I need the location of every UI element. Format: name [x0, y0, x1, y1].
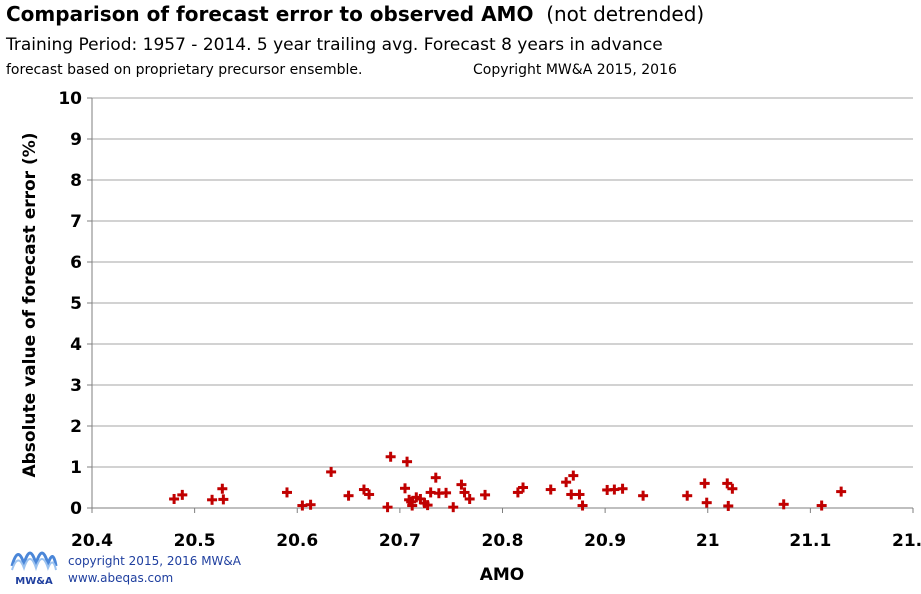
- data-point: [419, 498, 430, 509]
- data-point: [701, 497, 712, 508]
- data-points: [169, 451, 847, 513]
- data-point: [617, 483, 628, 494]
- data-point: [545, 484, 556, 495]
- data-point: [433, 488, 444, 499]
- x-tick-label: 20.6: [276, 531, 318, 551]
- data-point: [568, 470, 579, 481]
- y-tick-labels: 0 1 2 3 4 5 6 7 8 9 10: [58, 89, 82, 519]
- data-point: [561, 477, 572, 488]
- data-point: [574, 489, 585, 500]
- x-tick-label: 20.5: [174, 531, 216, 551]
- y-tick-label: 8: [70, 171, 82, 191]
- data-point: [177, 489, 188, 500]
- data-point: [638, 490, 649, 501]
- x-tick-label: 21.1: [789, 531, 831, 551]
- data-point: [415, 493, 426, 504]
- data-point: [836, 486, 847, 497]
- chart-note: forecast based on proprietary precursor …: [6, 62, 363, 78]
- data-point: [699, 478, 710, 489]
- data-point: [816, 500, 827, 511]
- data-point: [364, 489, 375, 500]
- data-point: [518, 482, 529, 493]
- x-tick-label: 21: [696, 531, 720, 551]
- data-point: [400, 483, 411, 494]
- data-point: [217, 483, 228, 494]
- axes: [91, 98, 913, 509]
- data-point: [358, 484, 369, 495]
- y-tick-label: 6: [70, 253, 82, 273]
- chart-title-paren: (not detrended): [546, 2, 705, 26]
- data-point: [778, 499, 789, 510]
- data-point: [382, 502, 393, 513]
- chart-subtitle: Training Period: 1957 - 2014. 5 year tra…: [6, 35, 663, 55]
- chart-copyright: Copyright MW&A 2015, 2016: [473, 62, 677, 78]
- data-point: [281, 487, 292, 498]
- data-point: [459, 487, 470, 498]
- chart-title-main: Comparison of forecast error to observed…: [6, 2, 534, 26]
- data-point: [407, 500, 418, 511]
- data-point: [402, 456, 413, 467]
- grid-lines: [87, 97, 914, 513]
- x-tick-labels: 20.4 20.5 20.6 20.7 20.8 20.9 21 21.1 21.2: [71, 531, 921, 551]
- x-tick-label: 20.9: [584, 531, 626, 551]
- data-point: [722, 478, 733, 489]
- data-point: [723, 500, 734, 511]
- data-point: [512, 487, 523, 498]
- data-point: [326, 466, 337, 477]
- y-tick-label: 9: [70, 130, 82, 150]
- y-tick-label: 3: [70, 376, 82, 396]
- x-tick-label: 20.4: [71, 531, 113, 551]
- data-point: [343, 490, 354, 501]
- y-tick-label: 2: [70, 417, 82, 437]
- footer-website: www.abeqas.com: [68, 571, 174, 585]
- data-point: [727, 483, 738, 494]
- data-point: [682, 490, 693, 501]
- footer-copyright: copyright 2015, 2016 MW&A: [68, 554, 241, 568]
- x-tick-label: 21.2: [892, 531, 921, 551]
- data-point: [169, 493, 180, 504]
- data-point: [577, 500, 588, 511]
- logo-text: MW&A: [15, 576, 53, 587]
- mwa-logo-icon: MW&A: [10, 551, 58, 587]
- data-point: [448, 502, 459, 513]
- data-point: [404, 494, 415, 505]
- data-point: [218, 494, 229, 505]
- data-point: [609, 484, 620, 495]
- data-point: [411, 492, 422, 503]
- data-point: [430, 472, 441, 483]
- data-point: [602, 484, 613, 495]
- data-point: [297, 500, 308, 511]
- y-tick-label: 1: [70, 458, 82, 478]
- x-tick-label: 20.7: [379, 531, 421, 551]
- data-point: [207, 494, 218, 505]
- chart-title: Comparison of forecast error to observed…: [6, 2, 704, 26]
- x-axis-title: AMO: [480, 565, 525, 585]
- data-point: [566, 489, 577, 500]
- data-point: [456, 479, 467, 490]
- y-tick-label: 7: [70, 212, 82, 232]
- x-tick-label: 20.8: [482, 531, 524, 551]
- data-point: [305, 499, 316, 510]
- data-point: [464, 493, 475, 504]
- y-tick-label: 0: [70, 499, 82, 519]
- data-point: [441, 487, 452, 498]
- y-tick-label: 4: [70, 335, 82, 355]
- y-tick-label: 5: [70, 294, 82, 314]
- data-point: [422, 500, 433, 511]
- y-tick-label: 10: [58, 89, 82, 109]
- data-point: [480, 489, 491, 500]
- data-point: [385, 451, 396, 462]
- footer: copyright 2015, 2016 MW&A www.abeqas.com: [68, 553, 241, 587]
- data-point: [425, 487, 436, 498]
- y-axis-title: Absolute value of forecast error (%): [20, 132, 40, 477]
